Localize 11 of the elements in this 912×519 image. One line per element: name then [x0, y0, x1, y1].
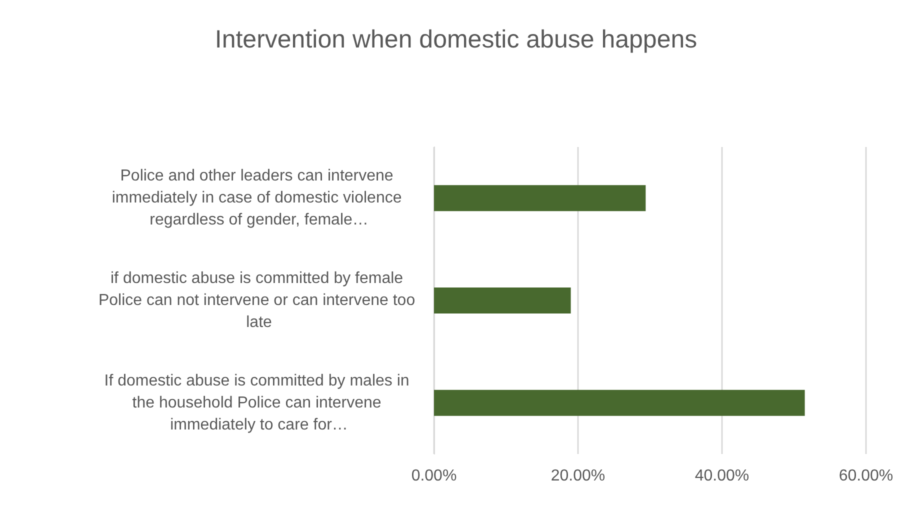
- x-tick-label: 0.00%: [411, 468, 457, 484]
- y-tick-label: If domestic abuse is committed by males in the household Police can intervene immediately to care for…: [104, 372, 414, 434]
- chart-title: Intervention when domestic abuse happens: [214, 26, 698, 54]
- y-tick-label: Police and other leaders can intervene immediately in case of domestic violence regardless of gender, female…: [112, 168, 406, 229]
- x-tick-label: 40.00%: [694, 468, 750, 484]
- y-tick-label: if domestic abuse is committed by female Police can not intervene or can intervene too late: [98, 270, 420, 331]
- bar: [434, 390, 805, 416]
- x-tick-label: 60.00%: [838, 468, 894, 484]
- bar: [434, 288, 571, 314]
- bar: [434, 185, 646, 212]
- x-tick-label: 20.00%: [550, 468, 606, 484]
